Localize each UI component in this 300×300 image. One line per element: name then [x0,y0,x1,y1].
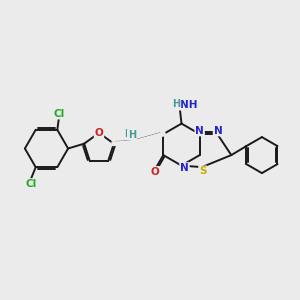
Text: Cl: Cl [53,109,64,118]
Text: N: N [180,163,189,173]
Text: H: H [124,129,132,139]
Text: Cl: Cl [26,179,37,189]
Text: NH: NH [180,100,197,110]
Text: N: N [195,125,204,136]
Text: N: N [214,125,222,136]
Text: S: S [199,166,207,176]
Text: O: O [94,128,103,138]
Text: H: H [172,99,181,109]
Text: H: H [128,130,136,140]
Text: O: O [151,167,160,177]
